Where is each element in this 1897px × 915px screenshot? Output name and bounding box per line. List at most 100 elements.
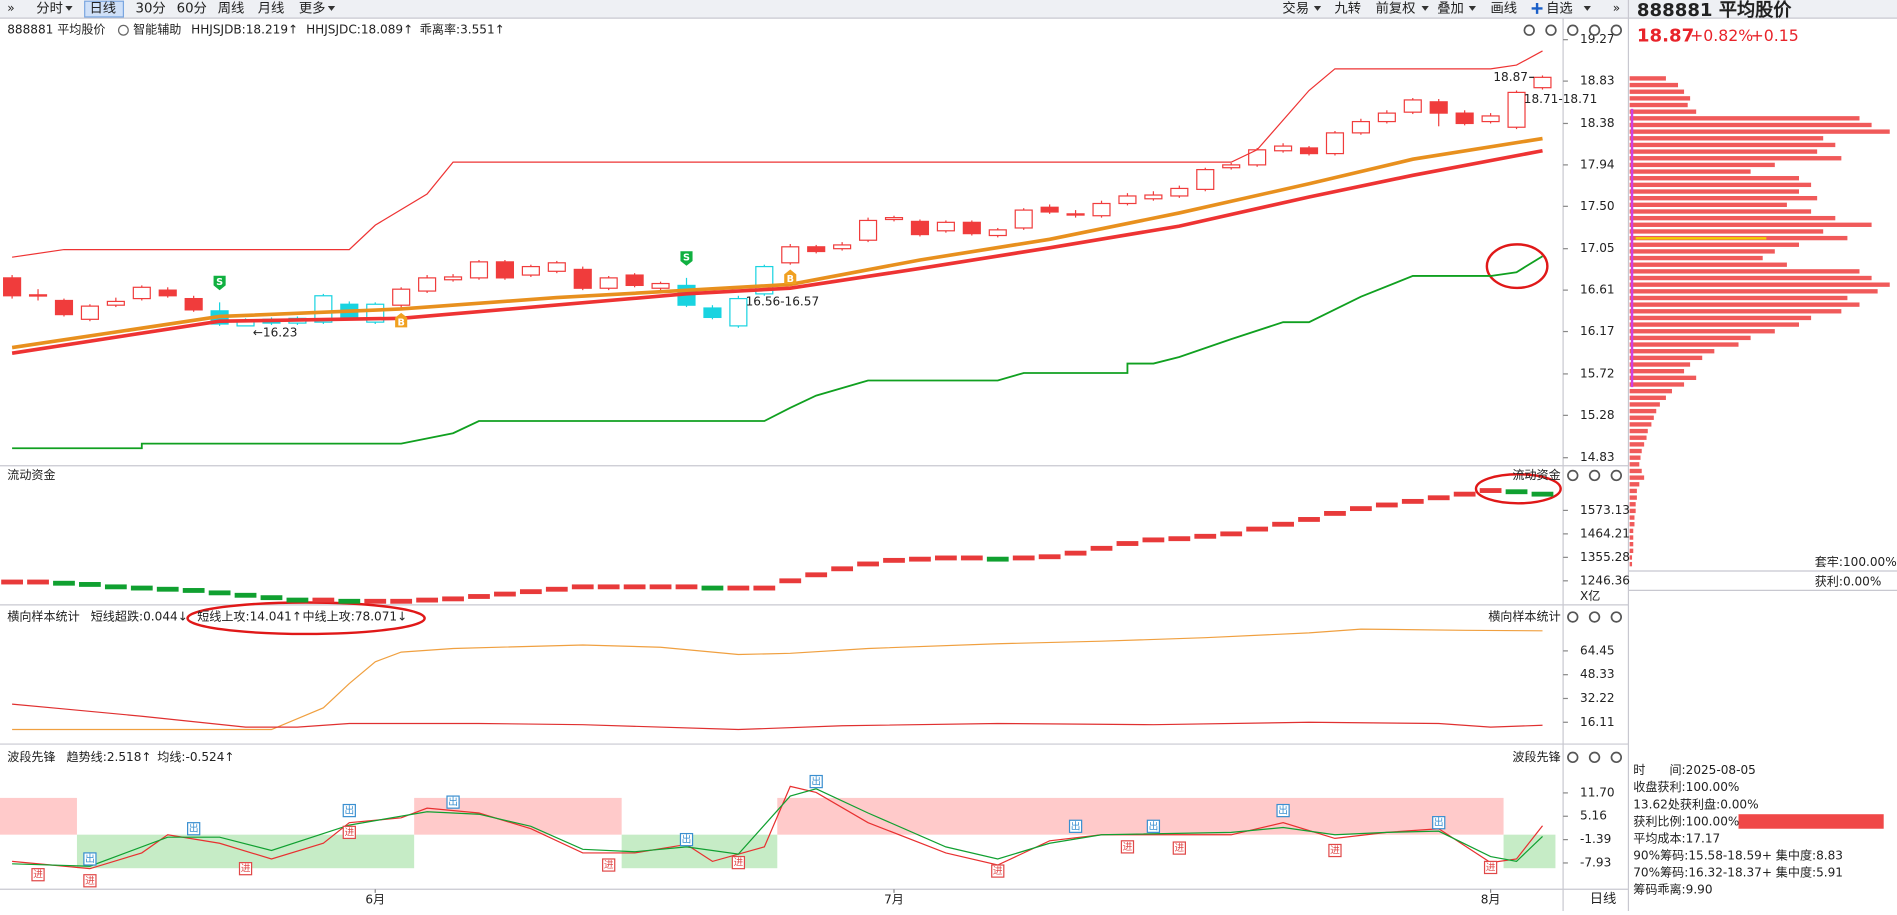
panel-icon[interactable] (1567, 469, 1579, 482)
signal-box (187, 822, 201, 836)
indicator-line (12, 785, 1543, 870)
stat-line: 时 间:2025-08-05 (1633, 763, 1756, 777)
period-tab[interactable]: 日线 (90, 0, 117, 16)
tool-button[interactable]: 交易 (1282, 0, 1309, 16)
flow-dash (1038, 554, 1061, 560)
chip-bar (1629, 482, 1640, 487)
flow-dash (857, 561, 879, 567)
flow-dash (416, 597, 439, 603)
y-tick-label: 1246.36 (1580, 573, 1630, 587)
candle-body (495, 261, 515, 279)
panel-icon[interactable] (1523, 24, 1535, 36)
flow-dash (909, 556, 931, 562)
y-tick-label: 17.94 (1580, 157, 1615, 171)
candle-body (1222, 164, 1241, 169)
panel-icon[interactable] (1588, 611, 1601, 623)
chip-bar (1629, 408, 1657, 414)
flow-dash (156, 586, 179, 592)
flow-dash (442, 596, 464, 602)
chip-bar (1629, 182, 1812, 188)
candle-body (807, 246, 826, 253)
tool-button[interactable]: 九转 (1334, 0, 1361, 16)
chip-bar (1629, 142, 1836, 148)
candle-body (469, 261, 489, 279)
signal-text: 进 (1486, 862, 1496, 873)
tool-button[interactable]: 自选 (1546, 0, 1573, 16)
add-icon (1531, 3, 1543, 14)
chip-bar (1629, 402, 1660, 407)
chip-bar (1629, 162, 1775, 168)
zone-band (777, 797, 1504, 835)
candle-body (547, 262, 566, 272)
candle-body (418, 277, 437, 292)
y-tick-label: 17.50 (1580, 199, 1615, 213)
period-tab[interactable]: 60分 (177, 0, 207, 16)
y-tick-label: 16.17 (1580, 324, 1615, 338)
candle-body (3, 277, 22, 297)
chip-bar (1629, 289, 1878, 294)
signal-text: 进 (734, 858, 744, 869)
chip-bar (1629, 448, 1642, 454)
flow-dash (805, 572, 828, 578)
candle-body (1014, 209, 1033, 229)
signal-box (342, 803, 356, 818)
flow-dash (779, 578, 802, 584)
panel-icon[interactable] (1610, 24, 1623, 36)
panel-icon[interactable] (1567, 24, 1579, 36)
panel-icon[interactable] (1545, 24, 1557, 36)
panel-icon[interactable] (1610, 469, 1623, 482)
panel-icon[interactable] (1588, 751, 1601, 764)
flow-dash (597, 584, 620, 590)
signal-box (446, 795, 460, 809)
chip-bar (1629, 249, 1775, 254)
signal-text: 进 (344, 827, 354, 838)
period-label: 日线 (1590, 891, 1617, 907)
period-tab[interactable]: 更多 (299, 0, 326, 16)
flow-dash (130, 585, 153, 591)
tool-button[interactable]: 叠加 (1437, 0, 1464, 16)
period-tab[interactable]: 月线 (258, 0, 285, 16)
panel-icon[interactable] (1567, 751, 1579, 764)
period-tab[interactable]: 分时 (36, 0, 63, 16)
candle-body (599, 277, 618, 289)
panel-icon[interactable] (1567, 611, 1579, 623)
signal-text: 出 (1071, 820, 1081, 832)
panel-icon[interactable] (1610, 611, 1623, 623)
candle-body (1040, 206, 1059, 213)
y-tick-label: -7.93 (1580, 855, 1611, 869)
candle-body (625, 274, 644, 287)
period-tab[interactable]: 30分 (136, 0, 166, 16)
zone-band (414, 797, 622, 835)
flow-dash (312, 597, 335, 603)
assist-label[interactable]: 智能辅助 (133, 22, 181, 37)
flow-dash (1401, 498, 1424, 504)
panel-title: 波段先锋 (7, 749, 55, 764)
expand-icon[interactable]: » (1613, 1, 1620, 15)
signal-box (679, 832, 694, 847)
candle-body (1351, 120, 1370, 134)
chip-bar (1629, 488, 1637, 494)
chip-bar (1629, 242, 1800, 247)
y-tick-label: 1355.28 (1580, 550, 1630, 564)
candle-body (858, 219, 878, 241)
chip-bar (1629, 375, 1697, 381)
flow-dash (1427, 495, 1450, 501)
panel-icon[interactable] (1588, 469, 1601, 482)
tool-button[interactable]: 画线 (1491, 0, 1518, 16)
period-tab[interactable]: 周线 (218, 0, 245, 16)
candle-body (1429, 101, 1448, 114)
candle-body (988, 229, 1007, 237)
flow-dash (364, 598, 387, 604)
candle-body (54, 299, 74, 316)
stat-line: 获利比例:100.00% (1633, 814, 1739, 828)
tool-button[interactable]: 前复权 (1376, 0, 1416, 16)
candle-body (781, 246, 800, 264)
price-annotation: 16.56-16.57 (746, 295, 820, 309)
flow-dash (338, 598, 361, 604)
signal-box (1146, 819, 1161, 833)
panel-icon[interactable] (1610, 751, 1623, 764)
signal-badge (680, 251, 693, 266)
flow-dash (1324, 510, 1346, 516)
panel-icon[interactable] (1588, 24, 1601, 36)
collapse-icon[interactable]: » (7, 1, 14, 15)
